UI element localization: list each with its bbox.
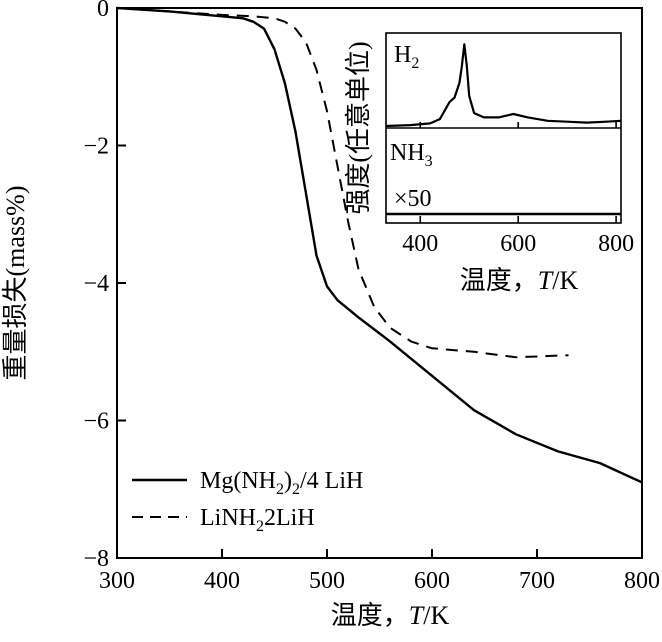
y-tick-label-3: −6	[83, 409, 109, 435]
x-tick-label-0: 300	[99, 568, 135, 594]
inset-h2-label: H2	[394, 42, 419, 72]
inset-nh3-label: NH3	[390, 140, 433, 170]
x-tick-label-2: 500	[309, 568, 345, 594]
x-tick-label-5: 800	[624, 568, 660, 594]
inset-x-tick-label-2: 800	[598, 231, 634, 257]
legend-label-linh: LiNH22LiH	[200, 505, 315, 535]
inset-axis-ticks: 400 600 800	[402, 122, 634, 257]
x-axis-title-main: 温度，	[331, 601, 409, 630]
x-axis-title-unit: /K	[423, 601, 449, 630]
x-tick-label-4: 700	[519, 568, 555, 594]
main-series-group	[116, 6, 643, 484]
x-tick-label-3: 600	[414, 568, 450, 594]
y-tick-label-2: −4	[83, 271, 109, 297]
series-line-1	[116, 7, 569, 359]
inset-x-axis-title: 温度，T/K	[460, 266, 579, 295]
x-tick-label-1: 400	[204, 568, 240, 594]
y-tick-label-4: −8	[83, 546, 109, 572]
legend-label-mg: Mg(NH2)2/4 LiH	[200, 468, 363, 498]
main-axis-ticks: 300 400 500 600 700 800 0 −2 −4 −6 −8	[83, 0, 660, 594]
y-axis-title: 重量损失(mass%)	[1, 186, 30, 381]
x-axis-title: 温度，T/K	[331, 601, 450, 630]
series-line-0	[116, 6, 643, 484]
inset-x-tick-label-0: 400	[402, 231, 438, 257]
inset-multiplier: ×50	[394, 186, 432, 212]
y-tick-label-0: 0	[97, 0, 109, 22]
inset-series-group	[385, 43, 622, 216]
inset-series-line-0	[385, 43, 622, 128]
x-axis-title-var: T	[409, 601, 425, 630]
y-tick-label-1: −2	[83, 134, 109, 160]
inset-y-axis-title: 强度(任意单位)	[344, 41, 373, 214]
legend: Mg(NH2)2/4 LiH LiNH22LiH	[132, 468, 363, 535]
inset-chart: 400 600 800 H2 NH3 ×50 强度(任意单位) 温度，T/K	[344, 32, 634, 295]
inset-x-tick-label-1: 600	[500, 231, 536, 257]
